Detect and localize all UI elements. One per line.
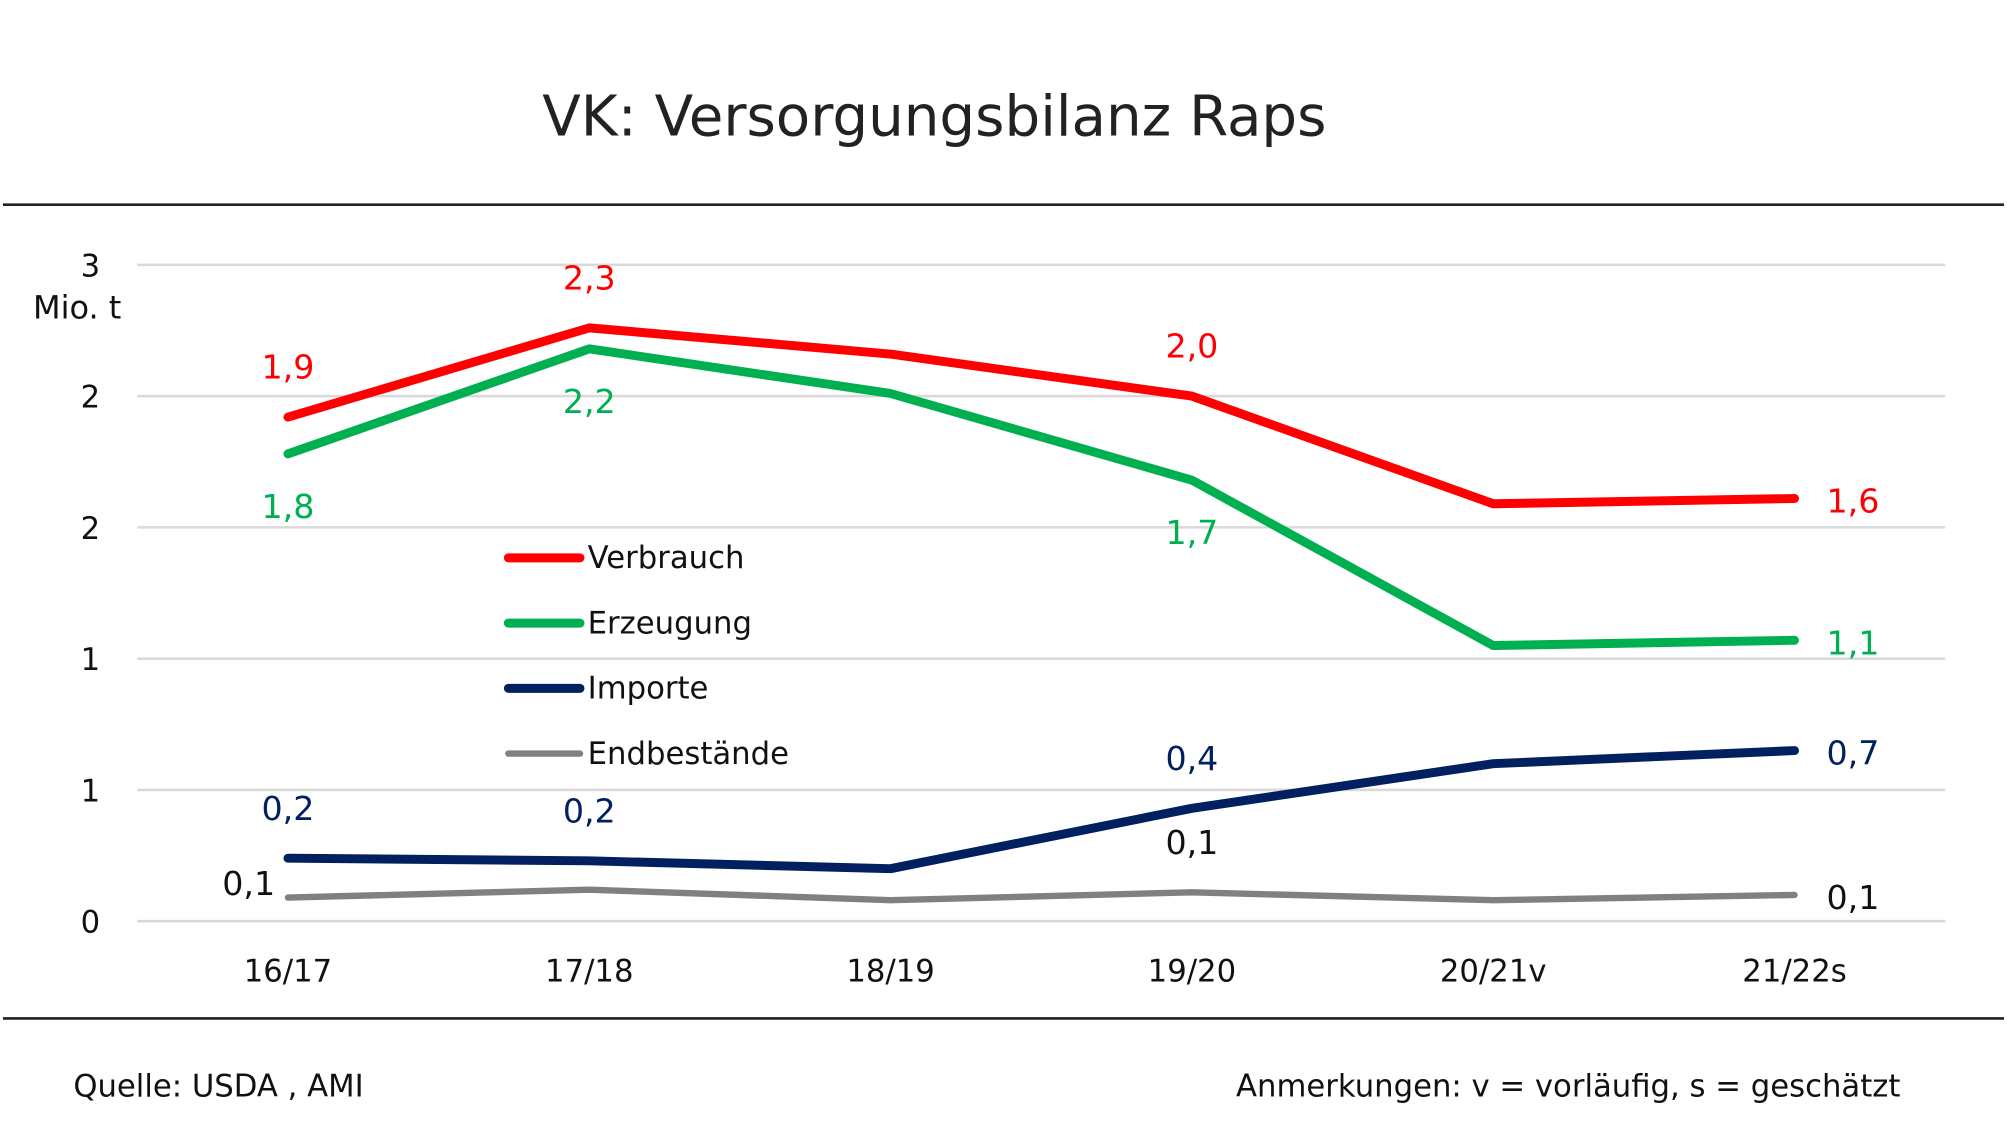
x-tick-label: 20/21v <box>1440 954 1547 989</box>
series-line-erzeugung <box>283 344 1800 651</box>
y-tick-label: 2 <box>81 512 101 547</box>
data-label: 1,6 <box>1827 482 1880 521</box>
data-label: 0,1 <box>222 864 275 903</box>
data-label: 1,8 <box>262 487 315 526</box>
legend-label: Importe <box>588 672 709 707</box>
data-label: 2,2 <box>563 382 616 421</box>
data-label: 0,2 <box>262 789 315 828</box>
data-label: 1,9 <box>262 348 315 387</box>
x-tick-label: 18/19 <box>846 954 934 989</box>
legend-label: Verbrauch <box>588 541 745 576</box>
x-tick-label: 16/17 <box>244 954 332 989</box>
y-tick-label: 1 <box>81 643 101 678</box>
series-line-endbestände <box>284 886 1798 904</box>
data-label: 1,7 <box>1165 513 1218 552</box>
annotation-note: Anmerkungen: v = vorläufig, s = geschätz… <box>1236 1069 1900 1104</box>
data-label: 0,2 <box>563 791 616 830</box>
y-tick-label: 3 <box>81 249 101 284</box>
y-tick-label: 0 <box>81 906 101 941</box>
y-tick-label: 1 <box>81 774 101 809</box>
x-tick-label: 21/22s <box>1742 954 1846 989</box>
source-note: Quelle: USDA , AMI <box>73 1069 363 1104</box>
data-label: 0,4 <box>1165 739 1218 778</box>
series-line-verbrauch <box>283 323 1800 509</box>
data-label: 1,1 <box>1827 623 1880 662</box>
data-label: 0,7 <box>1827 734 1880 773</box>
x-tick-label: 17/18 <box>545 954 633 989</box>
data-label: 0,1 <box>1165 823 1218 862</box>
legend-label: Erzeugung <box>588 606 752 641</box>
data-label: 2,0 <box>1165 327 1218 366</box>
series-line-importe <box>283 746 1800 874</box>
data-label: 2,3 <box>563 258 616 297</box>
y-tick-label: 2 <box>81 381 101 416</box>
y-axis-label: Mio. t <box>33 289 121 327</box>
legend-label: Endbestände <box>588 737 789 772</box>
data-label: 0,1 <box>1827 878 1880 917</box>
chart-title: VK: Versorgungsbilanz Raps <box>542 85 1326 150</box>
x-tick-label: 19/20 <box>1148 954 1236 989</box>
